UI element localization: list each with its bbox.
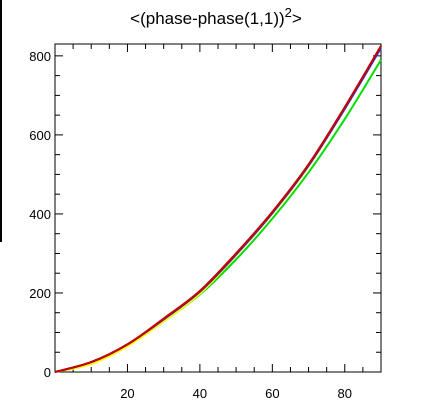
x-tick-label: 40: [193, 386, 207, 401]
series-line: [54, 45, 382, 373]
axis-ticks: [55, 44, 382, 372]
y-tick-label: 600: [29, 128, 51, 143]
series-lines: [54, 45, 382, 373]
chart-title: <(phase-phase(1,1))2>: [130, 5, 302, 28]
series-line: [54, 47, 382, 373]
window-edge-rule: [0, 0, 2, 242]
x-tick-label: 20: [120, 386, 134, 401]
plot-frame: [54, 43, 382, 373]
y-tick-label: 200: [29, 286, 51, 301]
y-tick-label: 0: [44, 365, 51, 380]
series-line: [54, 59, 382, 373]
series-line: [54, 45, 382, 373]
y-tick-label: 800: [29, 49, 51, 64]
x-tick-label: 80: [338, 386, 352, 401]
y-tick-label: 400: [29, 207, 51, 222]
x-tick-label: 60: [265, 386, 279, 401]
series-line: [54, 47, 382, 373]
